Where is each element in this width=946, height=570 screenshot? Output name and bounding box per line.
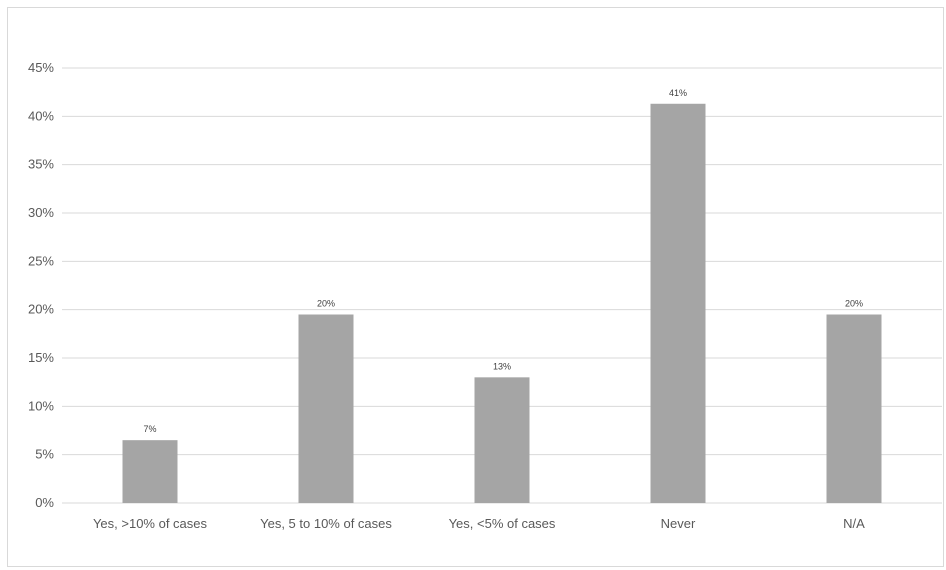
- y-tick-label: 0%: [35, 495, 54, 510]
- data-label: 20%: [845, 299, 863, 309]
- x-category-label: Never: [661, 516, 696, 531]
- bar: [826, 314, 882, 503]
- bar: [298, 314, 354, 503]
- data-labels: 7% 20% 13% 41% 20%: [143, 88, 863, 434]
- data-label: 20%: [317, 299, 335, 309]
- y-tick-label: 25%: [28, 253, 54, 268]
- bar: [474, 377, 530, 503]
- y-tick-label: 30%: [28, 205, 54, 220]
- y-tick-label: 15%: [28, 350, 54, 365]
- x-category-label: Yes, <5% of cases: [449, 516, 556, 531]
- bars: [122, 103, 882, 504]
- y-axis-ticks: 0% 5% 10% 15% 20% 25% 30% 35% 40% 45%: [28, 60, 54, 510]
- y-tick-label: 35%: [28, 157, 54, 172]
- bar: [122, 440, 178, 503]
- x-axis-categories: Yes, >10% of cases Yes, 5 to 10% of cases…: [93, 516, 865, 531]
- data-label: 13%: [493, 361, 511, 371]
- y-tick-label: 5%: [35, 447, 54, 462]
- gridlines: [62, 67, 942, 504]
- data-label: 7%: [143, 424, 156, 434]
- x-category-label: N/A: [843, 516, 865, 531]
- y-tick-label: 45%: [28, 60, 54, 75]
- data-label: 41%: [669, 88, 687, 98]
- y-tick-label: 20%: [28, 302, 54, 317]
- x-category-label: Yes, >10% of cases: [93, 516, 208, 531]
- y-tick-label: 10%: [28, 398, 54, 413]
- y-tick-label: 40%: [28, 108, 54, 123]
- bar: [650, 103, 706, 504]
- x-category-label: Yes, 5 to 10% of cases: [260, 516, 392, 531]
